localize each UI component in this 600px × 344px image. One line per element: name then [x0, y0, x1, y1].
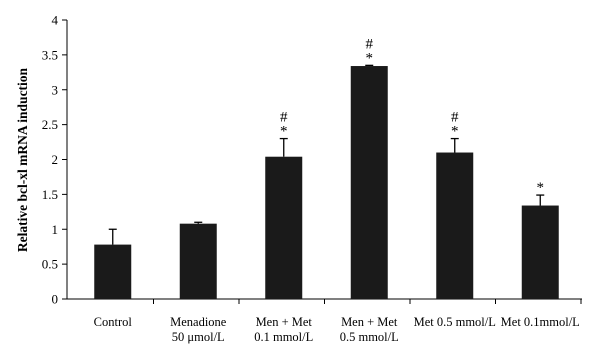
- y-tick-label: 1: [52, 222, 59, 237]
- y-axis-title: Relative bcl-xl mRNA induction: [15, 67, 30, 252]
- significance-marker: *: [366, 50, 374, 66]
- significance-marker: #: [366, 36, 374, 52]
- significance-marker: *: [537, 180, 545, 196]
- significance-marker: *: [280, 124, 288, 140]
- significance-marker: #: [280, 110, 288, 126]
- x-category-label: Met 0.5 mmol/L: [414, 315, 496, 329]
- significance-marker: #: [451, 110, 459, 126]
- x-category-label: Men + Met: [256, 315, 313, 329]
- bar: [94, 244, 132, 299]
- y-tick-label: 0.5: [42, 257, 58, 272]
- y-tick-label: 3: [52, 82, 59, 97]
- x-category-label: Men + Met: [341, 315, 398, 329]
- x-category-label: 50 μmol/L: [172, 330, 225, 344]
- y-tick-label: 4: [52, 13, 59, 28]
- y-tick-label: 0: [52, 292, 59, 307]
- bar: [521, 205, 559, 299]
- y-tick-label: 3.5: [42, 47, 58, 62]
- x-category-label: Menadione: [170, 315, 227, 329]
- x-category-label: 0.1 mmol/L: [254, 330, 313, 344]
- x-category-label: Met 0.1mmol/L: [501, 315, 580, 329]
- y-tick-label: 1.5: [42, 187, 58, 202]
- bar: [179, 223, 217, 299]
- bar: [265, 156, 303, 299]
- significance-marker: *: [451, 124, 459, 140]
- bar: [350, 66, 388, 299]
- x-category-label: Control: [94, 315, 133, 329]
- bar: [436, 152, 474, 299]
- y-tick-label: 2: [52, 152, 59, 167]
- y-tick-label: 2.5: [42, 117, 58, 132]
- x-category-label: 0.5 mmol/L: [340, 330, 399, 344]
